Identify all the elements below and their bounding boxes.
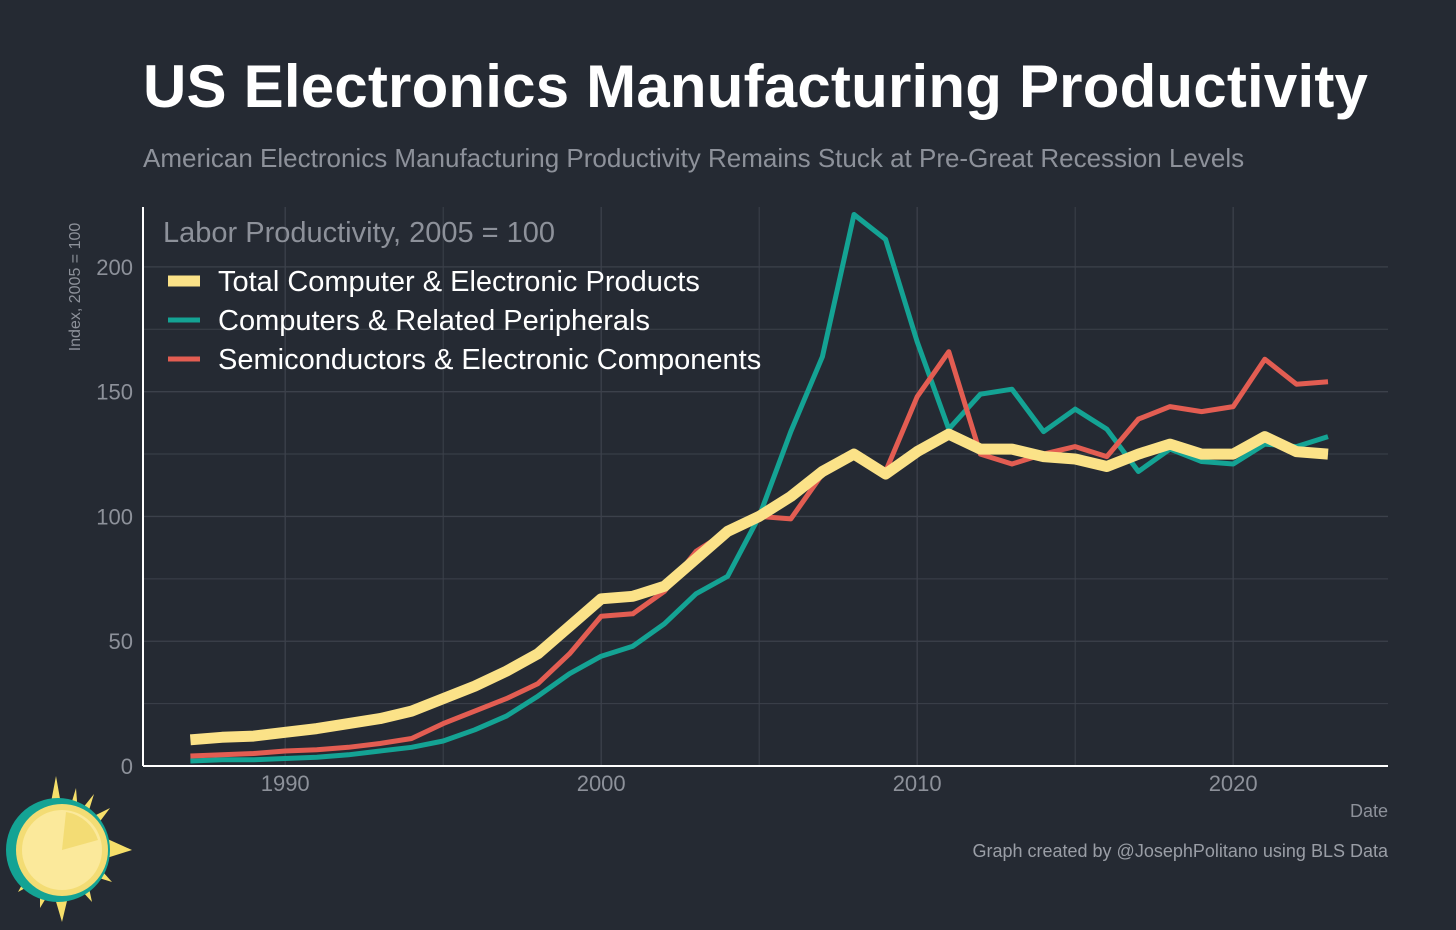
source-credit: Graph created by @JosephPolitano using B… <box>972 841 1388 861</box>
x-tick-label: 2010 <box>893 771 942 796</box>
y-axis-title: Index, 2005 = 100 <box>67 223 84 352</box>
x-tick-label: 2020 <box>1209 771 1258 796</box>
x-tick-label: 1990 <box>261 771 310 796</box>
legend-label-semis: Semiconductors & Electronic Components <box>218 344 761 376</box>
legend-label-total: Total Computer & Electronic Products <box>218 266 700 298</box>
y-tick-label: 150 <box>96 380 133 405</box>
chart-title: US Electronics Manufacturing Productivit… <box>143 53 1369 120</box>
y-tick-label: 100 <box>96 504 133 529</box>
series-line-total <box>189 428 1329 746</box>
chart-subtitle: American Electronics Manufacturing Produ… <box>143 143 1245 173</box>
y-tick-label: 50 <box>109 629 133 654</box>
x-axis-title: Date <box>1350 801 1388 821</box>
y-tick-label: 0 <box>121 754 133 779</box>
legend-label-computers: Computers & Related Peripherals <box>218 305 650 337</box>
sun-logo-icon <box>6 776 132 922</box>
y-tick-label: 200 <box>96 255 133 280</box>
x-tick-label: 2000 <box>577 771 626 796</box>
legend-title: Labor Productivity, 2005 = 100 <box>163 217 555 249</box>
